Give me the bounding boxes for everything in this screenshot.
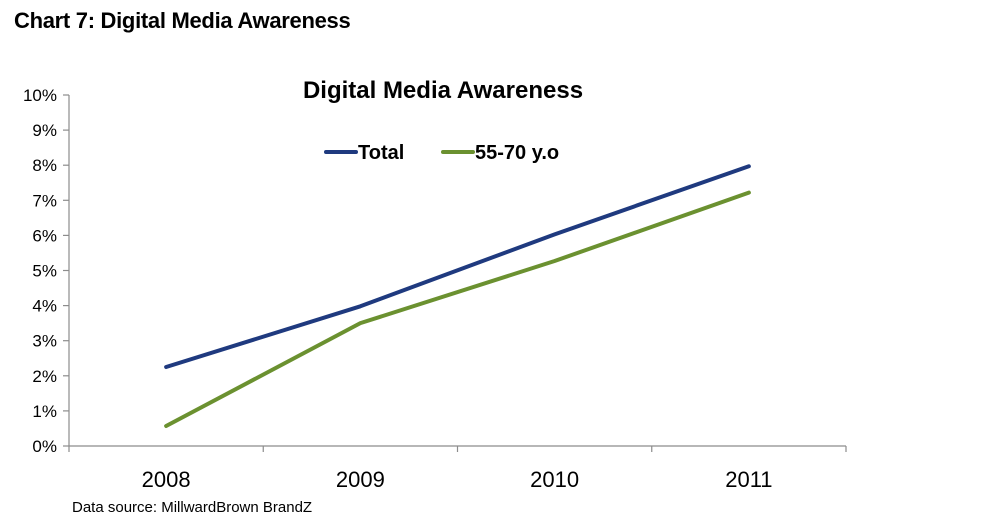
page-heading: Chart 7: Digital Media Awareness	[14, 8, 351, 33]
x-axis-ticks: 2008 2009 2010 2011	[68, 446, 847, 492]
legend-label: Total	[358, 142, 404, 164]
legend: Total 55-70 y.o	[324, 142, 559, 164]
y-tick-label: 0%	[32, 437, 57, 456]
y-axis-ticks: 0% 1% 2% 3% 4% 5% 6% 7% 8% 9% 10%	[23, 86, 69, 456]
y-tick-label: 9%	[32, 121, 57, 140]
y-tick-label: 6%	[32, 226, 57, 245]
x-tick-label: 2009	[336, 467, 385, 492]
chart-title: Digital Media Awareness	[303, 77, 583, 104]
series-line-total	[164, 164, 751, 370]
series-lines	[164, 164, 751, 428]
y-tick-label: 1%	[32, 402, 57, 421]
x-tick-label: 2010	[530, 467, 579, 492]
data-source-note: Data source: MillwardBrown BrandZ	[72, 499, 313, 516]
y-tick-label: 10%	[23, 86, 57, 105]
y-tick-label: 5%	[32, 262, 57, 281]
x-tick-label: 2008	[142, 467, 191, 492]
legend-label: 55-70 y.o	[475, 142, 559, 164]
y-tick-label: 8%	[32, 156, 57, 175]
y-tick-label: 2%	[32, 367, 57, 386]
y-tick-label: 4%	[32, 297, 57, 316]
y-tick-label: 7%	[32, 191, 57, 210]
y-tick-label: 3%	[32, 332, 57, 351]
x-tick-label: 2011	[725, 467, 772, 492]
series-line-55-70-y-o	[164, 190, 751, 428]
